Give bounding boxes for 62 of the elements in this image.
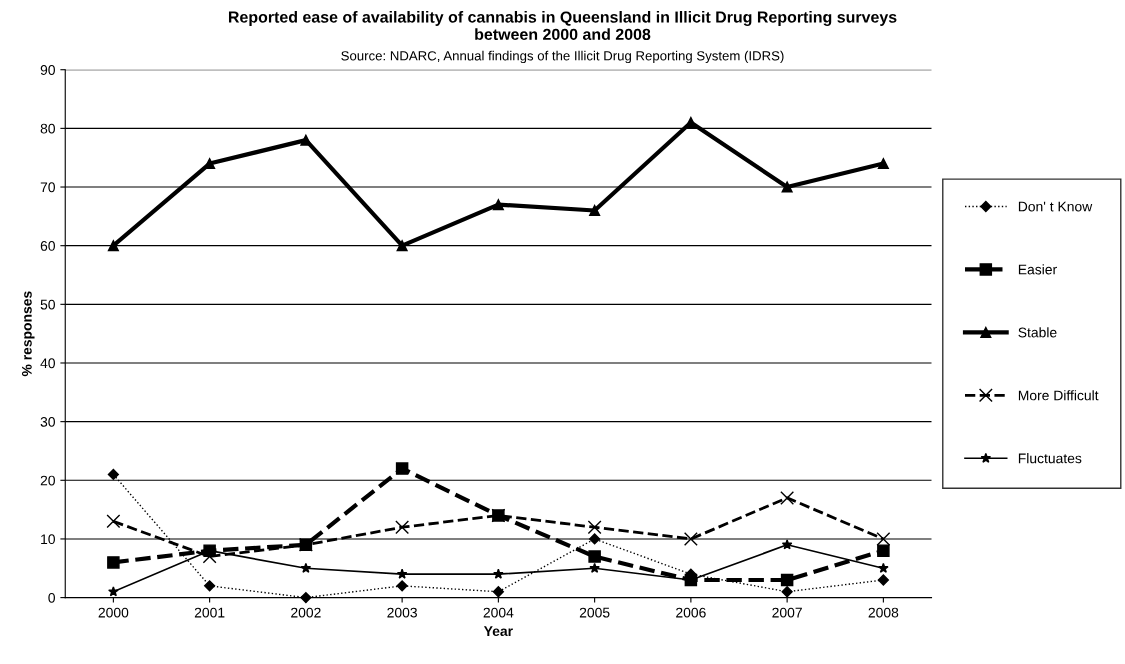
- point: [204, 158, 216, 170]
- point: [492, 586, 504, 598]
- point: [107, 556, 120, 569]
- point: [396, 580, 408, 592]
- y-tick-label: 80: [40, 123, 55, 134]
- point: [877, 158, 889, 170]
- legend-label: Stable: [1018, 327, 1057, 338]
- legend-label: Fluctuates: [1018, 453, 1082, 464]
- point: [876, 532, 891, 546]
- point: [781, 181, 793, 193]
- point: [395, 462, 409, 475]
- point: [683, 532, 698, 546]
- point: [780, 573, 794, 587]
- point: [781, 539, 793, 550]
- legend-label: Easier: [1018, 264, 1057, 275]
- point: [300, 134, 312, 146]
- x-tick-label: 2006: [676, 607, 706, 618]
- point: [108, 586, 119, 597]
- point: [300, 562, 312, 573]
- x-tick-label: 2003: [387, 607, 417, 618]
- point: [589, 204, 601, 217]
- y-tick-label: 50: [40, 299, 55, 310]
- x-tick-label: 2008: [868, 607, 899, 618]
- y-tick-label: 30: [40, 416, 55, 427]
- y-tick-label: 60: [40, 241, 55, 251]
- point: [396, 568, 408, 579]
- x-tick-label: 2001: [194, 607, 225, 618]
- y-tick-label: 10: [41, 534, 55, 545]
- legend-label: Don' t Know: [1018, 201, 1093, 212]
- y-tick-label: 40: [40, 358, 55, 369]
- y-tick-label: 0: [48, 592, 55, 603]
- legend-label: More Difficult: [1018, 390, 1099, 401]
- point: [396, 240, 408, 252]
- point: [106, 514, 121, 529]
- point: [878, 562, 889, 573]
- x-tick-label: 2007: [772, 607, 802, 618]
- x-tick-label: 2002: [291, 607, 321, 618]
- point: [589, 562, 600, 573]
- y-tick-label: 20: [40, 475, 55, 486]
- x-tick-label: 2005: [579, 607, 610, 618]
- point: [204, 580, 216, 592]
- point: [588, 550, 601, 563]
- point: [877, 544, 890, 557]
- point: [395, 520, 410, 535]
- point: [781, 586, 793, 598]
- point: [780, 490, 795, 505]
- x-axis-title: Year: [483, 626, 513, 637]
- point: [877, 574, 889, 586]
- x-tick-label: 2004: [483, 607, 514, 618]
- point: [107, 240, 119, 252]
- y-tick-label: 90: [40, 65, 55, 75]
- point: [107, 468, 119, 481]
- point: [300, 591, 312, 604]
- point: [493, 568, 504, 579]
- y-tick-label: 70: [40, 182, 55, 193]
- x-tick-label: 2000: [98, 607, 129, 618]
- point: [589, 533, 601, 545]
- point: [492, 199, 504, 211]
- y-axis-title: % responses: [21, 291, 35, 377]
- chart-subtitle: Source: NDARC, Annual findings of the Illicit Drug Reporting System (IDRS): [341, 50, 784, 64]
- point: [587, 520, 602, 535]
- chart-title: Reported ease of availability of cannabis in Queensland in Illicit Drug Reporting surveys between 2000 and 2008: [228, 11, 897, 40]
